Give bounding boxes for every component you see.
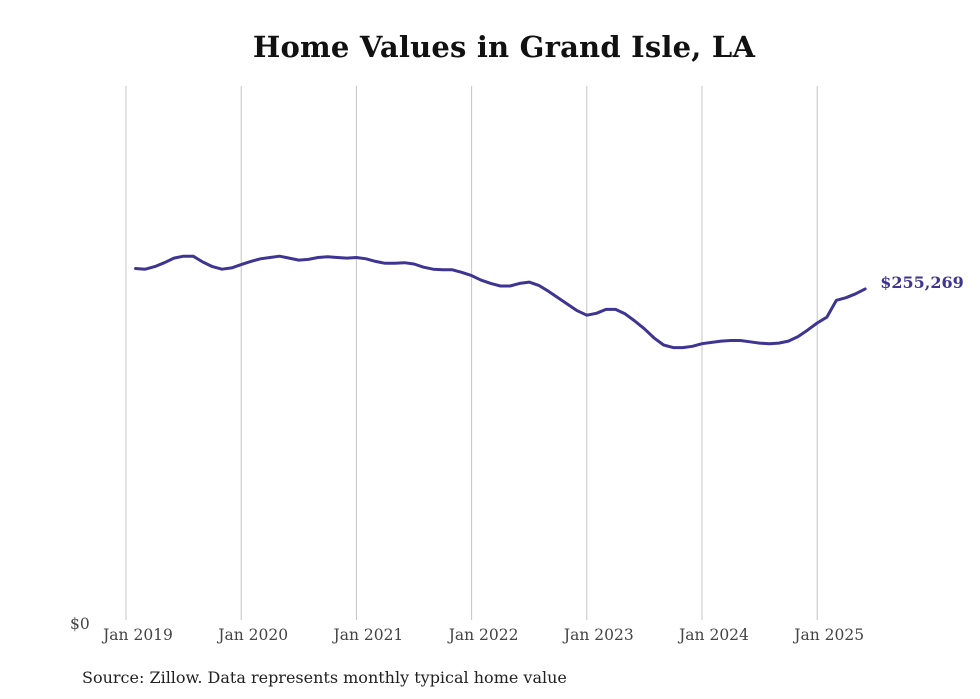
end-value-label: $255,269 (880, 273, 964, 292)
y-tick-label: $0 (70, 615, 90, 633)
series-line (134, 254, 867, 350)
x-tick-label: Jan 2025 (792, 626, 864, 644)
x-tick-label: Jan 2023 (562, 626, 634, 644)
x-tick-label: Jan 2019 (101, 626, 173, 644)
y-axis-ticks: $0 (70, 615, 90, 633)
x-tick-label: Jan 2020 (216, 626, 288, 644)
x-tick-label: Jan 2022 (447, 626, 519, 644)
source-note: Source: Zillow. Data represents monthly … (82, 668, 567, 687)
series-layer (134, 254, 867, 350)
grid-lines (125, 86, 818, 620)
chart-title: Home Values in Grand Isle, LA (252, 30, 756, 64)
x-axis-ticks: Jan 2019 Jan 2020 Jan 2021 Jan 2022 Jan 2023… (101, 626, 864, 644)
end-label-layer: $255,269 (880, 273, 964, 292)
x-tick-label: Jan 2021 (331, 626, 403, 644)
x-tick-label: Jan 2024 (677, 626, 749, 644)
